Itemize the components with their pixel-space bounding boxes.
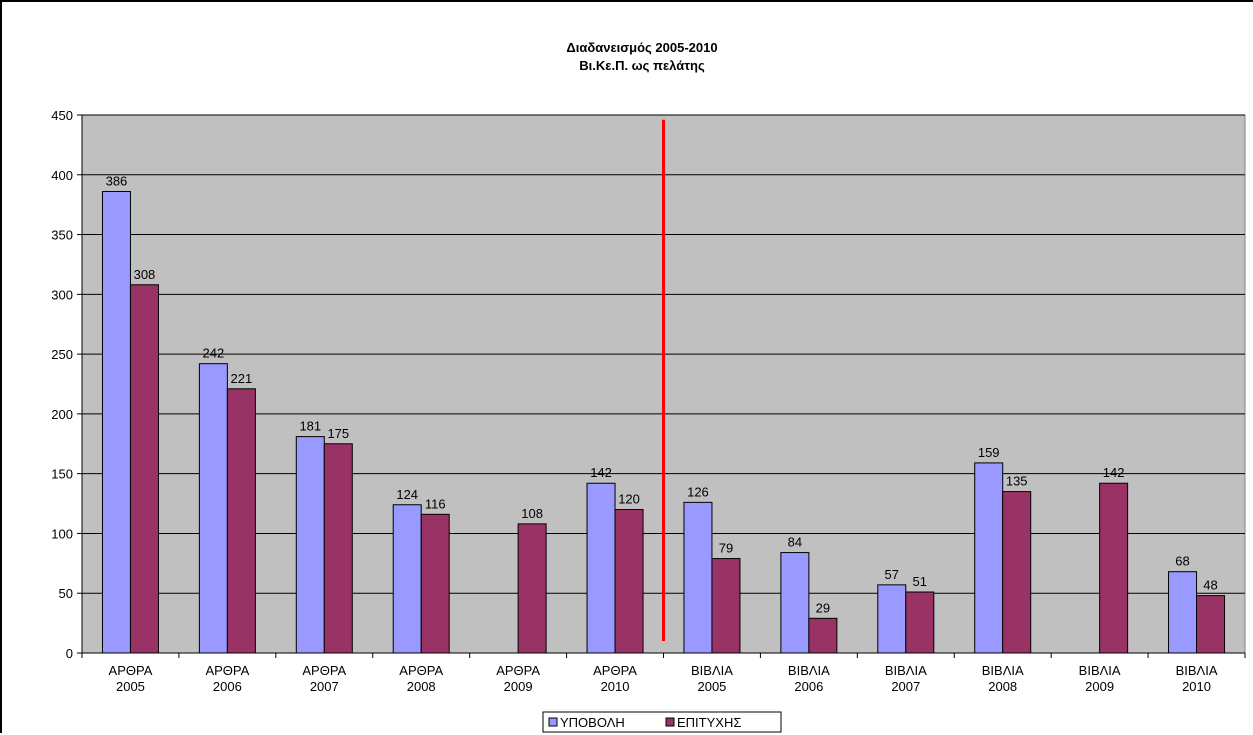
y-tick-label: 200 [51, 407, 73, 422]
legend-label: ΥΠΟΒΟΛΗ [560, 715, 625, 730]
bar-success [711, 558, 741, 654]
bar-success [129, 284, 159, 654]
x-tick-label: 2007 [891, 679, 920, 694]
legend-swatch [665, 717, 675, 727]
data-label: 142 [590, 465, 612, 480]
data-label: 79 [719, 541, 733, 556]
x-tick-label: 2009 [1085, 679, 1114, 694]
x-tick-label: ΑΡΘΡΑ [302, 663, 346, 678]
y-tick-label: 150 [51, 467, 73, 482]
bar-submission [974, 462, 1004, 654]
bar-success [517, 523, 547, 654]
x-tick-label: 2005 [697, 679, 726, 694]
bar-success [420, 513, 450, 654]
legend: ΥΠΟΒΟΛΗ ΕΠΙΤΥΧΗΣ [542, 711, 782, 733]
bar-submission [198, 363, 228, 654]
data-label: 68 [1175, 554, 1189, 569]
bar-submission [392, 504, 422, 654]
data-label: 308 [134, 267, 156, 282]
legend-swatch [548, 717, 558, 727]
x-tick-label: ΒΙΒΛΙΑ [691, 663, 733, 678]
y-tick-label: 300 [51, 287, 73, 302]
y-tick-label: 100 [51, 526, 73, 541]
plot-area: 050100150200250300350400450386308ΑΡΘΡΑ20… [51, 108, 1246, 694]
x-tick-label: 2005 [116, 679, 145, 694]
x-tick-label: 2008 [407, 679, 436, 694]
bar-submission [101, 191, 131, 654]
bar-submission [780, 552, 810, 654]
x-tick-label: ΑΡΘΡΑ [593, 663, 637, 678]
legend-box [542, 711, 782, 733]
x-tick-label: ΒΙΒΛΙΑ [1176, 663, 1218, 678]
bar-submission [295, 436, 325, 654]
data-label: 84 [788, 535, 802, 550]
data-label: 124 [396, 487, 418, 502]
y-tick-label: 400 [51, 168, 73, 183]
x-tick-label: 2007 [310, 679, 339, 694]
bar-submission [877, 584, 907, 654]
data-label: 181 [299, 419, 321, 434]
x-tick-label: ΒΙΒΛΙΑ [1079, 663, 1121, 678]
bar-submission [1168, 571, 1198, 654]
y-tick-label: 0 [66, 646, 73, 661]
x-tick-label: ΒΙΒΛΙΑ [885, 663, 927, 678]
x-tick-label: ΑΡΘΡΑ [399, 663, 443, 678]
x-tick-label: 2008 [988, 679, 1017, 694]
x-tick-label: 2009 [504, 679, 533, 694]
y-tick-label: 250 [51, 347, 73, 362]
data-label: 51 [913, 574, 927, 589]
data-label: 159 [978, 445, 1000, 460]
chart-title-line-1: Διαδανεισμός 2005-2010 [566, 40, 717, 55]
data-label: 126 [687, 484, 709, 499]
legend-label: ΕΠΙΤΥΧΗΣ [677, 715, 741, 730]
chart-title-line-2: Βι.Κε.Π. ως πελάτης [579, 58, 705, 73]
data-label: 29 [816, 600, 830, 615]
data-label: 135 [1006, 474, 1028, 489]
data-label: 142 [1103, 465, 1125, 480]
x-tick-label: 2006 [794, 679, 823, 694]
bar-success [905, 591, 935, 654]
bar-success [1099, 482, 1129, 654]
y-tick-label: 450 [51, 108, 73, 123]
x-tick-label: 2006 [213, 679, 242, 694]
data-label: 48 [1203, 578, 1217, 593]
x-tick-label: 2010 [1182, 679, 1211, 694]
x-tick-label: ΒΙΒΛΙΑ [982, 663, 1024, 678]
data-label: 120 [618, 492, 640, 507]
x-tick-label: ΑΡΘΡΑ [205, 663, 249, 678]
x-tick-label: ΒΙΒΛΙΑ [788, 663, 830, 678]
data-label: 242 [203, 346, 225, 361]
data-label: 386 [106, 174, 128, 189]
y-tick-label: 50 [59, 586, 73, 601]
bar-success [323, 443, 353, 654]
data-label: 108 [521, 506, 543, 521]
bar-submission [586, 482, 616, 654]
data-label: 175 [327, 426, 349, 441]
bar-submission [683, 501, 713, 654]
data-label: 116 [425, 496, 446, 511]
bar-success [614, 509, 644, 654]
y-tick-label: 350 [51, 228, 73, 243]
bar-success [226, 388, 256, 654]
bar-success [1002, 491, 1032, 654]
bar-success [808, 617, 838, 654]
data-label: 221 [231, 371, 253, 386]
x-tick-label: ΑΡΘΡΑ [496, 663, 540, 678]
x-tick-label: 2010 [601, 679, 630, 694]
data-label: 57 [885, 567, 899, 582]
bar-success [1196, 595, 1226, 654]
x-tick-label: ΑΡΘΡΑ [109, 663, 153, 678]
